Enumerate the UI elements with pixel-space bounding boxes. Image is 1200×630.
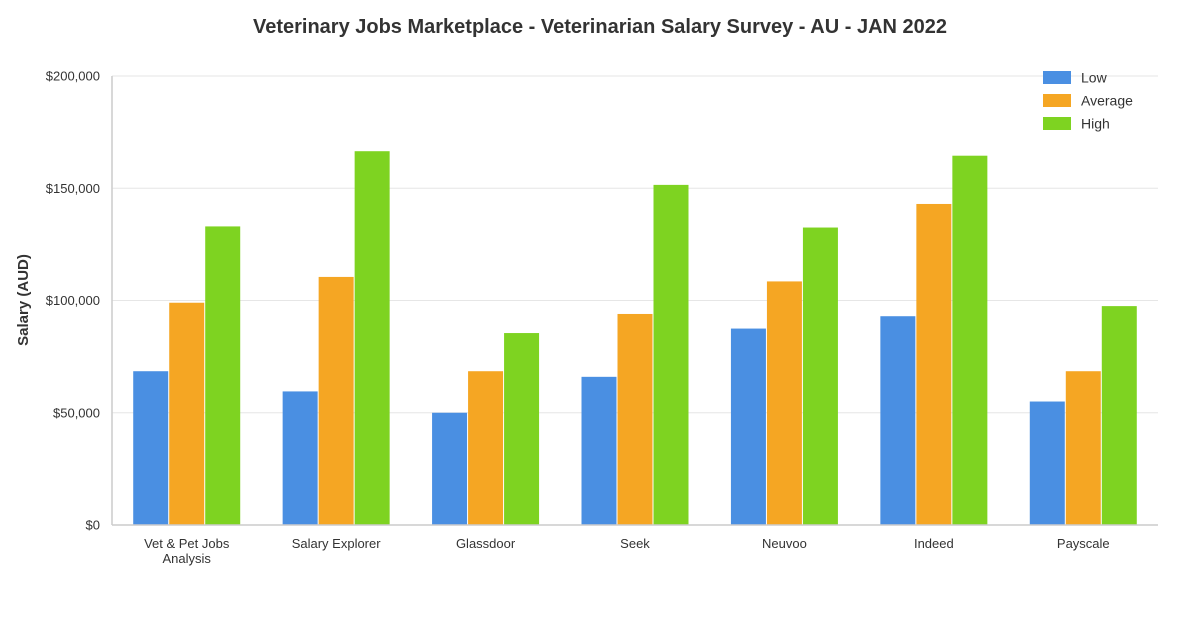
x-tick-label: Vet & Pet Jobs Analysis xyxy=(144,536,230,566)
bar-high xyxy=(354,151,390,525)
y-tick-label: $100,000 xyxy=(46,293,100,308)
bar-low xyxy=(880,316,916,525)
y-axis-label: Salary (AUD) xyxy=(15,254,32,346)
x-tick-label: Glassdoor xyxy=(456,536,516,551)
y-tick-label: $200,000 xyxy=(46,69,100,84)
bar-average xyxy=(318,276,354,525)
legend: Low Average High xyxy=(1043,70,1133,132)
x-axis-categories: Vet & Pet Jobs Analysis Salary Explorer Gla… xyxy=(144,536,1110,566)
y-tick-label: $50,000 xyxy=(53,405,100,420)
bar-low xyxy=(432,412,468,525)
x-tick-label: Salary Explorer xyxy=(292,536,382,551)
x-tick-label: Indeed xyxy=(914,536,954,551)
legend-item-average: Average xyxy=(1043,93,1133,109)
axes xyxy=(111,76,1158,526)
legend-swatch xyxy=(1043,71,1071,84)
bar-average xyxy=(468,371,504,525)
bar-average xyxy=(169,302,205,525)
y-tick-label: $150,000 xyxy=(46,181,100,196)
bar-low xyxy=(133,371,169,525)
bar-average xyxy=(1065,371,1101,525)
legend-label: High xyxy=(1081,116,1110,132)
bar-high xyxy=(1101,306,1137,525)
legend-item-high: High xyxy=(1043,116,1110,132)
y-axis-ticks: $0 $50,000 $100,000 $150,000 $200,000 xyxy=(46,69,100,533)
legend-item-low: Low xyxy=(1043,70,1108,86)
bar-high xyxy=(952,155,988,525)
bar-high xyxy=(802,227,838,525)
x-tick-label: Seek xyxy=(620,536,650,551)
bar-high xyxy=(504,333,540,525)
legend-label: Average xyxy=(1081,93,1133,109)
legend-label: Low xyxy=(1081,70,1108,86)
bar-average xyxy=(766,281,802,525)
bar-low xyxy=(282,391,318,525)
bar-average xyxy=(916,203,952,525)
bar-average xyxy=(617,313,653,525)
x-tick-label: Neuvoo xyxy=(762,536,807,551)
y-tick-label: $0 xyxy=(86,518,100,533)
bar-high xyxy=(653,184,689,525)
chart-title: Veterinary Jobs Marketplace - Veterinari… xyxy=(253,16,947,38)
bar-low xyxy=(581,376,617,525)
legend-swatch xyxy=(1043,94,1071,107)
x-tick-label: Payscale xyxy=(1057,536,1110,551)
bars xyxy=(133,151,1137,526)
bar-low xyxy=(730,328,766,525)
bar-high xyxy=(205,226,241,526)
legend-swatch xyxy=(1043,117,1071,130)
bar-low xyxy=(1029,401,1065,525)
